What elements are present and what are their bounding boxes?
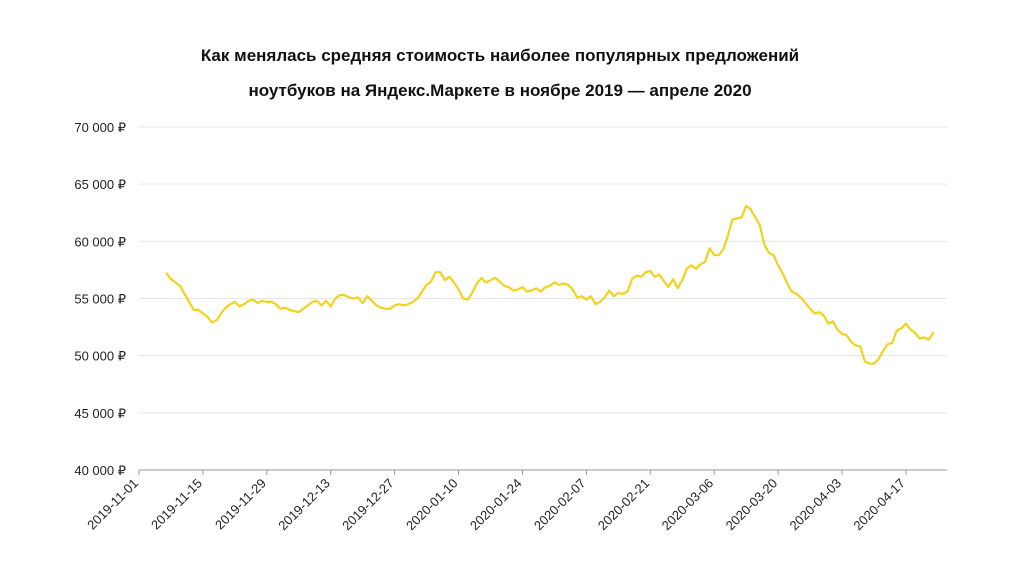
x-tick-label: 2019-12-13	[275, 476, 333, 534]
x-tick-label: 2020-01-24	[467, 476, 525, 534]
y-tick-label: 70 000 ₽	[74, 120, 126, 135]
series-line	[165, 204, 935, 365]
x-tick-label: 2020-02-07	[531, 476, 589, 534]
x-tick-label: 2020-03-20	[723, 476, 781, 534]
y-tick-label: 50 000 ₽	[74, 349, 126, 364]
x-tick-label: 2020-03-06	[659, 476, 717, 534]
y-tick-label: 45 000 ₽	[74, 406, 126, 421]
x-tick-label: 2019-11-15	[148, 476, 205, 533]
x-tick-label: 2019-11-01	[84, 476, 141, 533]
x-tick-label: 2020-04-03	[786, 476, 844, 534]
x-tick-label: 2019-11-29	[212, 476, 269, 533]
x-tick-label: 2020-04-17	[850, 476, 908, 534]
x-tick-label: 2020-01-10	[403, 476, 461, 534]
x-tick-label: 2020-02-21	[595, 476, 653, 534]
y-tick-label: 60 000 ₽	[74, 234, 126, 249]
y-tick-label: 65 000 ₽	[74, 177, 126, 192]
x-tick-label: 2019-12-27	[339, 476, 397, 534]
y-tick-label: 55 000 ₽	[74, 292, 126, 307]
chart-title-line-1: Как менялась средняя стоимость наиболее …	[200, 46, 800, 65]
y-tick-label: 40 000 ₽	[74, 463, 126, 478]
chart-title-line-2: ноутбуков на Яндекс.Маркете в ноябре 201…	[248, 81, 752, 100]
